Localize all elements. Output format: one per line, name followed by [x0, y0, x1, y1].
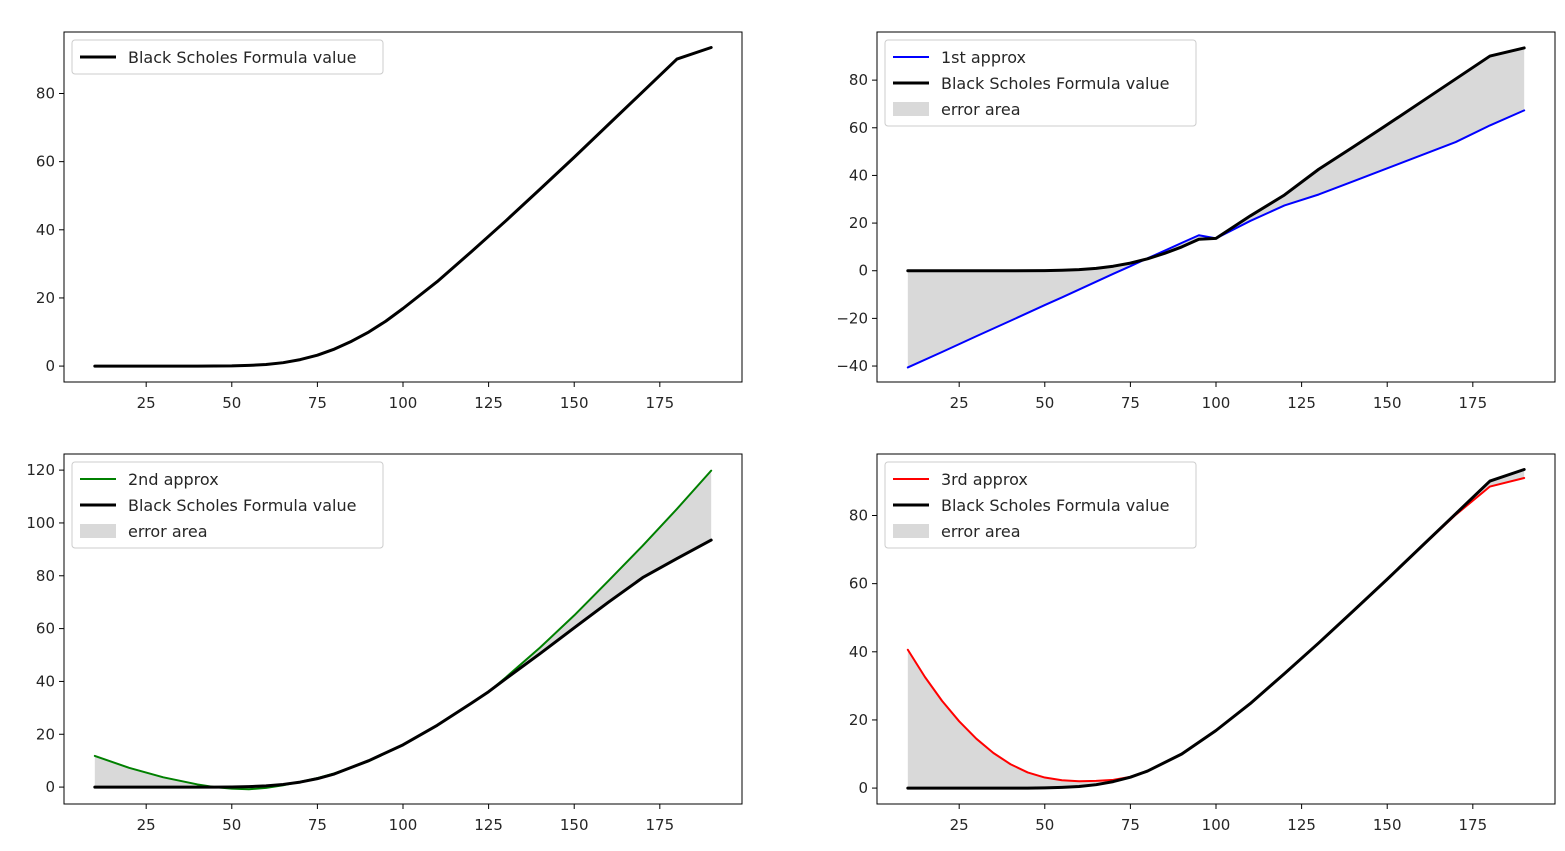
x-tick-label: 75 [1121, 816, 1140, 834]
y-tick-label: 60 [849, 575, 868, 593]
x-tick-label: 75 [308, 816, 327, 834]
y-tick-label: 40 [849, 643, 868, 661]
x-tick-label: 100 [1202, 816, 1231, 834]
x-tick-label: 100 [389, 394, 418, 412]
approx-line [906, 109, 1526, 369]
x-tick-label: 50 [222, 394, 241, 412]
y-tick-label: 0 [858, 779, 868, 797]
y-tick-label: 20 [849, 711, 868, 729]
x-tick-label: 25 [950, 394, 969, 412]
legend-label: Black Scholes Formula value [941, 74, 1169, 93]
y-tick-label: 60 [36, 620, 55, 638]
error-area-fill [907, 469, 1525, 789]
y-tick-label: −40 [836, 357, 868, 375]
legend-label: error area [941, 522, 1021, 541]
x-tick-label: 75 [308, 394, 327, 412]
y-tick-label: 80 [36, 567, 55, 585]
x-tick-label: 100 [389, 816, 418, 834]
y-tick-label: 40 [36, 221, 55, 239]
chart-panel-3: 25 50 75 100 125 150 175 0 20 40 60 80 100 120 2nd app… [26, 453, 743, 834]
x-tick-label: 150 [560, 816, 589, 834]
x-tick-label: 50 [222, 816, 241, 834]
y-tick-label: 80 [36, 85, 55, 103]
y-tick-label: 20 [849, 214, 868, 232]
black-scholes-line [906, 46, 1526, 273]
y-tick-label: 80 [849, 71, 868, 89]
x-tick-label: 50 [1035, 816, 1054, 834]
legend-label: 1st approx [941, 48, 1026, 67]
legend-label: error area [941, 100, 1021, 119]
legend-label: Black Scholes Formula value [941, 496, 1169, 515]
legend-patch-swatch [80, 524, 116, 538]
x-tick-label: 50 [1035, 394, 1054, 412]
y-tick-label: 40 [849, 166, 868, 184]
x-tick-label: 125 [474, 816, 503, 834]
y-tick-label: 80 [849, 507, 868, 525]
legend-label: 3rd approx [941, 470, 1028, 489]
legend-box [71, 461, 384, 549]
x-tick-label: 175 [1458, 394, 1487, 412]
y-tick-label: 40 [36, 672, 55, 690]
x-tick-label: 175 [645, 816, 674, 834]
x-tick-label: 150 [1373, 394, 1402, 412]
y-tick-label: 100 [26, 514, 55, 532]
chart-panel-4: 25 50 75 100 125 150 175 0 20 40 60 80 3rd approx Bla… [849, 453, 1556, 834]
y-tick-label: 120 [26, 461, 55, 479]
x-tick-label: 175 [645, 394, 674, 412]
legend-label: 2nd approx [128, 470, 219, 489]
x-tick-label: 75 [1121, 394, 1140, 412]
legend-box [71, 39, 384, 75]
x-tick-label: 125 [1287, 816, 1316, 834]
y-tick-label: 20 [36, 289, 55, 307]
black-scholes-line [93, 538, 713, 789]
y-tick-label: 60 [849, 119, 868, 137]
x-tick-label: 150 [560, 394, 589, 412]
black-scholes-line [93, 46, 713, 368]
x-tick-label: 25 [950, 816, 969, 834]
y-tick-label: 0 [45, 357, 55, 375]
legend-label: Black Scholes Formula value [128, 496, 356, 515]
black-scholes-line [906, 468, 1526, 790]
error-area-fill [907, 47, 1525, 368]
x-tick-label: 25 [137, 816, 156, 834]
x-tick-label: 100 [1202, 394, 1231, 412]
y-tick-label: 0 [858, 262, 868, 280]
y-tick-label: 0 [45, 778, 55, 796]
legend-patch-swatch [893, 524, 929, 538]
y-tick-label: −20 [836, 309, 868, 327]
legend-label: error area [128, 522, 208, 541]
legend-box [884, 39, 1197, 127]
x-tick-label: 125 [1287, 394, 1316, 412]
legend-label: Black Scholes Formula value [128, 48, 356, 67]
x-tick-label: 125 [474, 394, 503, 412]
y-tick-label: 60 [36, 153, 55, 171]
chart-panel-1: 25 50 75 100 125 150 175 0 20 40 60 80 Black Scholes… [36, 31, 743, 412]
y-tick-label: 20 [36, 725, 55, 743]
chart-panel-2: 25 50 75 100 125 150 175 −40 −20 0 20 40 60 80 1st app… [836, 31, 1556, 412]
x-tick-label: 175 [1458, 816, 1487, 834]
legend-patch-swatch [893, 102, 929, 116]
legend-box [884, 461, 1197, 549]
x-tick-label: 150 [1373, 816, 1402, 834]
x-tick-label: 25 [137, 394, 156, 412]
